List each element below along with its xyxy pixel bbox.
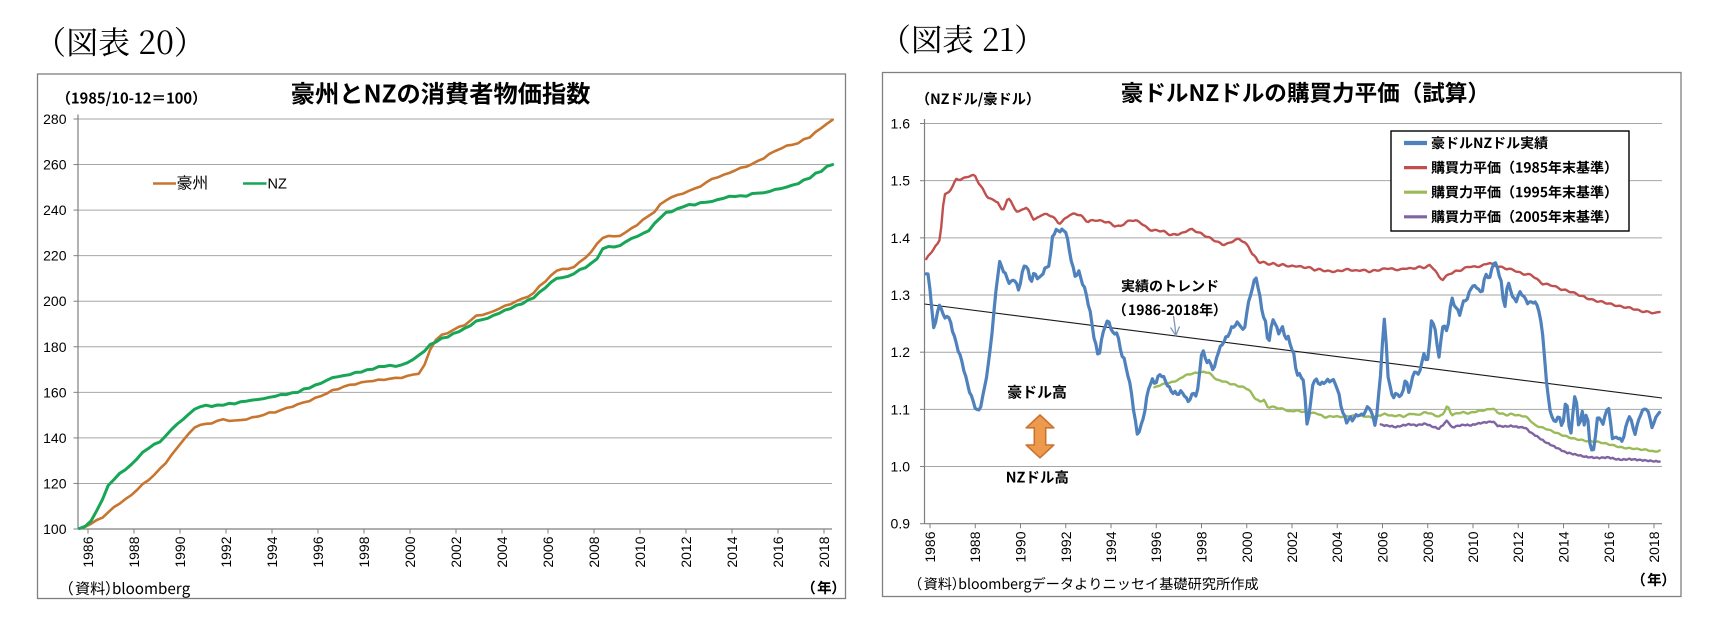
svg-text:1998: 1998 [356, 536, 372, 567]
svg-text:0.9: 0.9 [891, 516, 911, 532]
svg-text:1.6: 1.6 [891, 116, 911, 132]
svg-text:280: 280 [43, 111, 67, 127]
svg-text:2000: 2000 [402, 536, 418, 567]
svg-text:1996: 1996 [310, 536, 326, 567]
svg-text:260: 260 [43, 157, 67, 173]
svg-text:160: 160 [43, 384, 67, 400]
svg-text:120: 120 [43, 475, 67, 491]
svg-text:2016: 2016 [770, 536, 786, 567]
svg-text:2004: 2004 [494, 536, 510, 567]
svg-text:1990: 1990 [1013, 531, 1029, 562]
svg-text:180: 180 [43, 339, 67, 355]
svg-text:100: 100 [43, 521, 67, 537]
svg-text:1986: 1986 [922, 531, 938, 562]
svg-text:220: 220 [43, 248, 67, 264]
svg-text:1990: 1990 [172, 536, 188, 567]
svg-text:2014: 2014 [724, 536, 740, 567]
svg-text:2008: 2008 [1420, 531, 1436, 562]
svg-text:2008: 2008 [586, 536, 602, 567]
svg-text:1.5: 1.5 [891, 173, 911, 189]
svg-text:1.3: 1.3 [891, 287, 911, 303]
svg-text:2010: 2010 [1465, 531, 1481, 562]
svg-text:1.1: 1.1 [891, 401, 911, 417]
svg-text:1992: 1992 [218, 536, 234, 567]
svg-text:1996: 1996 [1148, 531, 1164, 562]
svg-text:1994: 1994 [1103, 531, 1119, 562]
svg-text:1986: 1986 [80, 536, 96, 567]
svg-text:1992: 1992 [1058, 531, 1074, 562]
svg-text:2014: 2014 [1556, 531, 1572, 562]
svg-text:2018: 2018 [1646, 531, 1662, 562]
svg-text:2018: 2018 [816, 536, 832, 567]
svg-text:2002: 2002 [448, 536, 464, 567]
svg-text:1.4: 1.4 [891, 230, 911, 246]
svg-text:200: 200 [43, 293, 67, 309]
svg-text:2002: 2002 [1284, 531, 1300, 562]
svg-text:1998: 1998 [1194, 531, 1210, 562]
svg-text:1.2: 1.2 [891, 344, 911, 360]
svg-text:1988: 1988 [967, 531, 983, 562]
svg-text:2006: 2006 [1375, 531, 1391, 562]
svg-text:2000: 2000 [1239, 531, 1255, 562]
svg-text:1994: 1994 [264, 536, 280, 567]
svg-text:240: 240 [43, 202, 67, 218]
svg-text:2016: 2016 [1601, 531, 1617, 562]
svg-text:2004: 2004 [1329, 531, 1345, 562]
svg-text:140: 140 [43, 430, 67, 446]
svg-text:2012: 2012 [1510, 531, 1526, 562]
svg-text:1988: 1988 [126, 536, 142, 567]
svg-text:2010: 2010 [632, 536, 648, 567]
svg-text:2006: 2006 [540, 536, 556, 567]
svg-text:1.0: 1.0 [891, 459, 911, 475]
svg-text:2012: 2012 [678, 536, 694, 567]
svg-text:NZ: NZ [268, 177, 287, 193]
